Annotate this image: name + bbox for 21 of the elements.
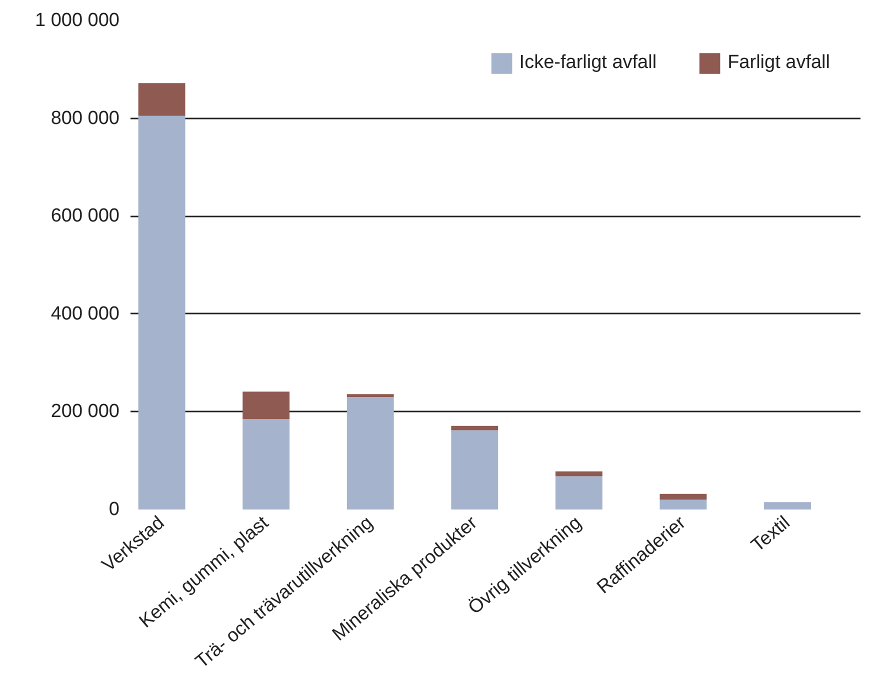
bar bbox=[138, 83, 186, 116]
y-tick-label: 600 000 bbox=[50, 206, 120, 227]
bar bbox=[555, 471, 602, 476]
bar bbox=[346, 394, 394, 398]
legend-label: Farligt avfall bbox=[728, 52, 830, 74]
y-tick-label: 800 000 bbox=[50, 108, 120, 129]
y-tick-label: 400 000 bbox=[50, 303, 120, 324]
bar bbox=[451, 426, 498, 430]
bar bbox=[242, 419, 290, 510]
bar bbox=[346, 397, 394, 510]
legend-label: Icke-farligt avfall bbox=[519, 52, 657, 74]
y-tick-label: 0 bbox=[108, 499, 120, 520]
y-tick-label: 200 000 bbox=[50, 401, 120, 422]
bar bbox=[242, 392, 290, 420]
bar bbox=[138, 116, 186, 510]
bar bbox=[555, 476, 602, 510]
bar bbox=[660, 494, 707, 500]
y-tick-label: 1 000 000 bbox=[34, 10, 120, 31]
bar bbox=[451, 430, 498, 510]
bar bbox=[764, 502, 811, 510]
bar bbox=[660, 500, 707, 510]
